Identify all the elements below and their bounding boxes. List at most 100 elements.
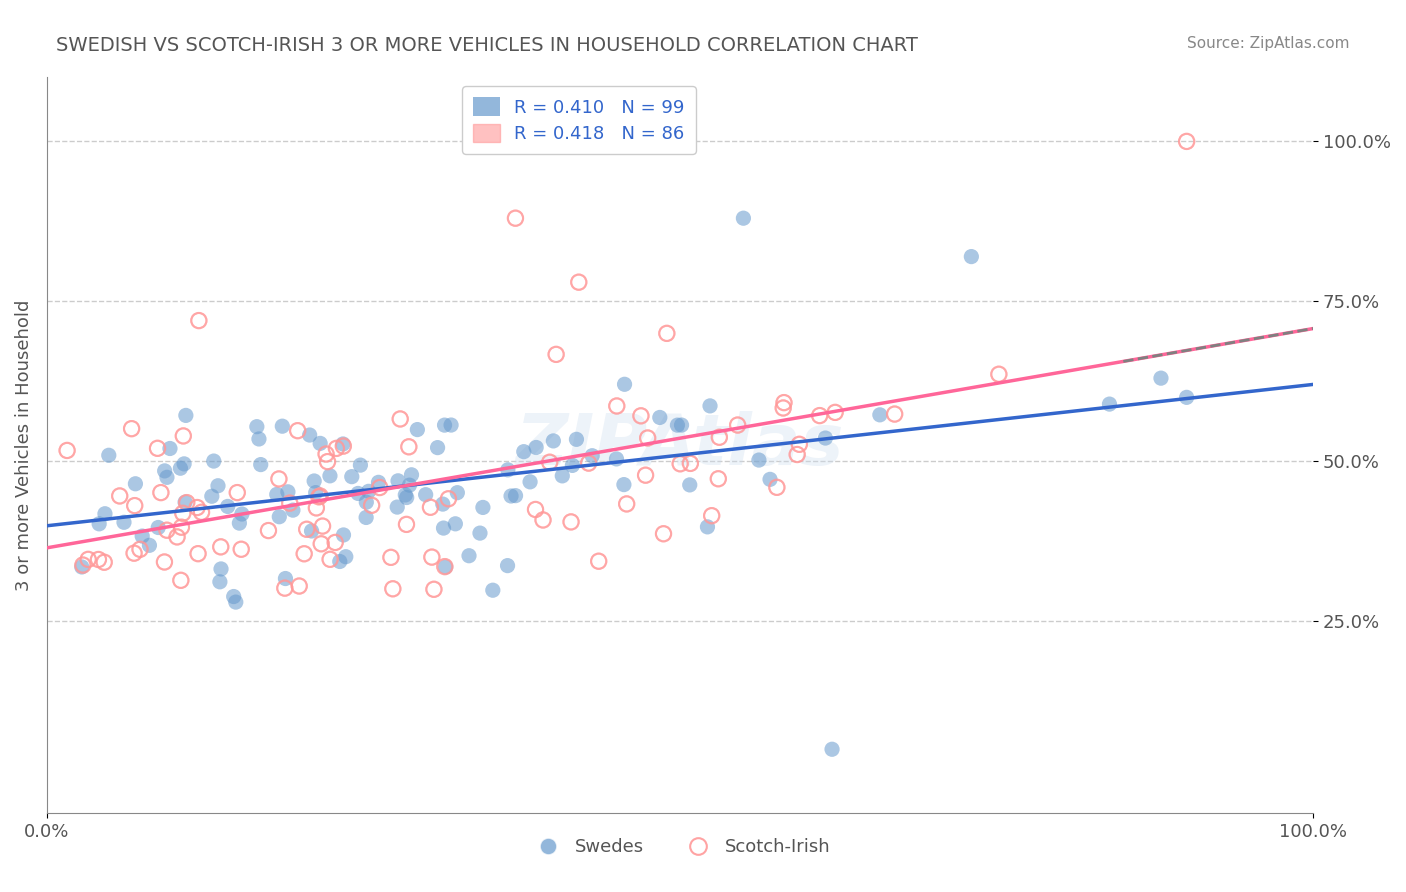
Point: [1175, 135, 1198, 149]
Scotch-Irish: [186, 500, 208, 515]
Point: [568, 275, 591, 289]
Point: [124, 499, 146, 513]
Scotch-Irish: [316, 455, 339, 469]
Point: [419, 500, 441, 515]
Swedes: [249, 458, 271, 472]
Swedes: [869, 408, 891, 422]
Point: [311, 519, 333, 533]
Scotch-Irish: [389, 412, 412, 426]
Point: [395, 517, 418, 532]
Swedes: [89, 516, 111, 531]
Scotch-Irish: [122, 546, 145, 560]
Point: [231, 542, 253, 557]
Scotch-Irish: [423, 582, 446, 597]
Swedes: [406, 423, 429, 437]
Point: [505, 211, 527, 226]
Point: [420, 550, 443, 565]
Point: [305, 500, 328, 515]
Scotch-Irish: [606, 399, 628, 413]
Scotch-Irish: [292, 547, 315, 561]
Swedes: [298, 428, 321, 442]
Scotch-Irish: [419, 500, 441, 515]
Swedes: [335, 549, 357, 564]
Scotch-Irish: [655, 326, 678, 341]
Point: [295, 522, 318, 536]
Point: [226, 485, 249, 500]
Point: [149, 485, 172, 500]
Point: [380, 550, 402, 565]
Swedes: [347, 486, 370, 500]
Scotch-Irish: [546, 347, 568, 361]
Point: [170, 520, 193, 534]
Swedes: [468, 526, 491, 541]
Swedes: [666, 418, 689, 433]
Point: [146, 442, 169, 456]
Scotch-Irish: [187, 547, 209, 561]
Swedes: [301, 524, 323, 538]
Swedes: [814, 431, 837, 445]
Swedes: [444, 516, 467, 531]
Swedes: [496, 463, 519, 477]
Point: [209, 540, 232, 554]
Swedes: [274, 572, 297, 586]
Scotch-Irish: [380, 550, 402, 565]
Swedes: [329, 554, 352, 568]
Swedes: [201, 489, 224, 503]
Point: [172, 429, 194, 443]
Swedes: [496, 558, 519, 573]
Scotch-Irish: [72, 558, 94, 572]
Swedes: [696, 520, 718, 534]
Scotch-Irish: [325, 442, 347, 456]
Point: [274, 581, 297, 595]
Point: [309, 537, 332, 551]
Swedes: [209, 562, 232, 576]
Point: [652, 526, 675, 541]
Scotch-Irish: [231, 542, 253, 557]
Swedes: [505, 489, 527, 503]
Point: [176, 495, 198, 509]
Point: [560, 515, 582, 529]
Point: [325, 442, 347, 456]
Swedes: [551, 468, 574, 483]
Swedes: [319, 468, 342, 483]
Swedes: [401, 467, 423, 482]
Point: [108, 489, 131, 503]
Scotch-Irish: [727, 418, 749, 433]
Swedes: [354, 510, 377, 524]
Swedes: [581, 449, 603, 463]
Scotch-Irish: [568, 275, 591, 289]
Swedes: [387, 500, 409, 514]
Scotch-Irish: [309, 489, 332, 503]
Point: [773, 395, 796, 409]
Point: [630, 409, 652, 423]
Scotch-Irish: [146, 442, 169, 456]
Scotch-Irish: [637, 431, 659, 445]
Point: [292, 547, 315, 561]
Scotch-Irish: [707, 472, 730, 486]
Swedes: [70, 560, 93, 574]
Swedes: [426, 441, 449, 455]
Point: [156, 523, 179, 537]
Swedes: [398, 478, 420, 492]
Scotch-Irish: [808, 409, 831, 423]
Swedes: [561, 458, 583, 473]
Point: [987, 368, 1010, 382]
Swedes: [434, 560, 457, 574]
Swedes: [266, 487, 288, 501]
Point: [72, 558, 94, 572]
Scotch-Irish: [398, 440, 420, 454]
Point: [546, 347, 568, 361]
Scotch-Irish: [156, 523, 179, 537]
Swedes: [277, 484, 299, 499]
Scotch-Irish: [267, 472, 290, 486]
Point: [707, 472, 730, 486]
Point: [709, 430, 731, 444]
Scotch-Irish: [669, 457, 692, 471]
Point: [308, 490, 330, 504]
Swedes: [395, 491, 418, 505]
Swedes: [699, 399, 721, 413]
Swedes: [225, 595, 247, 609]
Swedes: [271, 419, 294, 434]
Swedes: [340, 469, 363, 483]
Scotch-Irish: [709, 430, 731, 444]
